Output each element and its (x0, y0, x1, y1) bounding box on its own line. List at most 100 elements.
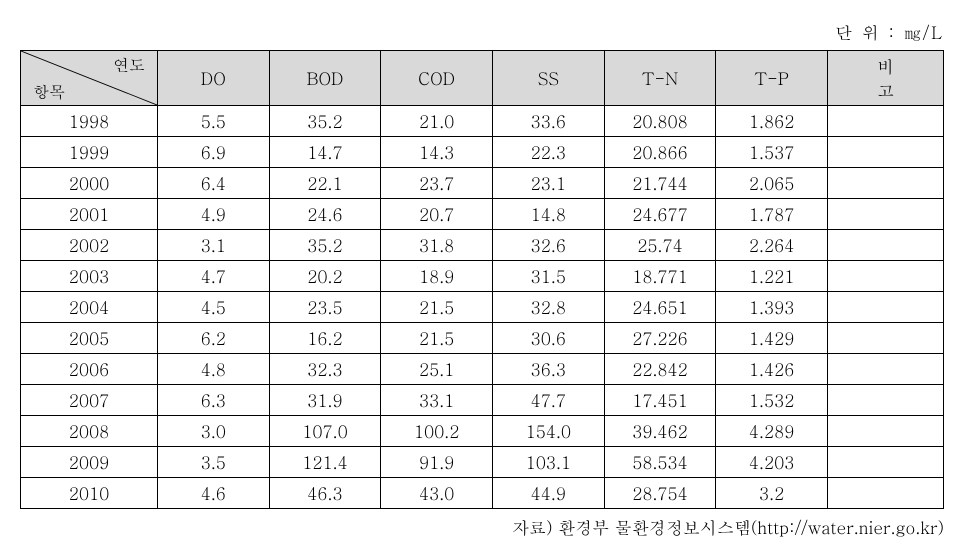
header-diagonal-cell: 연도 항목 (21, 51, 158, 106)
cell-value: 1.221 (716, 261, 828, 292)
cell-value: 32.3 (269, 354, 381, 385)
header-col-do: DO (157, 51, 269, 106)
cell-value: 24.6 (269, 199, 381, 230)
table-body: 19985.535.221.033.620.8081.86219996.914.… (21, 106, 944, 509)
cell-value: 35.2 (269, 106, 381, 137)
table-row: 20093.5121.491.9103.158.5344.203 (21, 447, 944, 478)
cell-value: 23.7 (381, 168, 493, 199)
cell-value: 25.74 (604, 230, 716, 261)
cell-note (828, 137, 944, 168)
cell-value: 2.065 (716, 168, 828, 199)
cell-year: 2005 (21, 323, 158, 354)
header-col-bod: BOD (269, 51, 381, 106)
cell-value: 28.754 (604, 478, 716, 509)
cell-note (828, 478, 944, 509)
cell-year: 2008 (21, 416, 158, 447)
table-row: 19985.535.221.033.620.8081.862 (21, 106, 944, 137)
cell-value: 107.0 (269, 416, 381, 447)
cell-value: 3.5 (157, 447, 269, 478)
header-col-note: 비고 (828, 51, 944, 106)
cell-value: 33.1 (381, 385, 493, 416)
cell-value: 16.2 (269, 323, 381, 354)
cell-value: 35.2 (269, 230, 381, 261)
unit-label: 단 위 : ㎎/L (20, 20, 944, 44)
cell-value: 91.9 (381, 447, 493, 478)
cell-value: 20.808 (604, 106, 716, 137)
cell-value: 1.532 (716, 385, 828, 416)
cell-value: 103.1 (492, 447, 604, 478)
cell-value: 3.0 (157, 416, 269, 447)
cell-value: 14.8 (492, 199, 604, 230)
cell-value: 18.9 (381, 261, 493, 292)
cell-value: 14.7 (269, 137, 381, 168)
cell-value: 32.8 (492, 292, 604, 323)
cell-year: 2009 (21, 447, 158, 478)
cell-year: 2002 (21, 230, 158, 261)
cell-value: 6.4 (157, 168, 269, 199)
header-col-tp: T-P (716, 51, 828, 106)
cell-year: 2007 (21, 385, 158, 416)
cell-year: 2004 (21, 292, 158, 323)
table-row: 20083.0107.0100.2154.039.4624.289 (21, 416, 944, 447)
cell-note (828, 199, 944, 230)
table-row: 20076.331.933.147.717.4511.532 (21, 385, 944, 416)
cell-value: 4.203 (716, 447, 828, 478)
cell-value: 121.4 (269, 447, 381, 478)
cell-value: 1.862 (716, 106, 828, 137)
cell-value: 154.0 (492, 416, 604, 447)
cell-value: 32.6 (492, 230, 604, 261)
header-col-cod: COD (381, 51, 493, 106)
header-diag-top: 연도 (113, 53, 145, 76)
cell-value: 22.842 (604, 354, 716, 385)
cell-value: 24.677 (604, 199, 716, 230)
cell-year: 2003 (21, 261, 158, 292)
table-row: 20006.422.123.723.121.7442.065 (21, 168, 944, 199)
cell-value: 23.5 (269, 292, 381, 323)
cell-value: 23.1 (492, 168, 604, 199)
cell-value: 1.426 (716, 354, 828, 385)
water-quality-table: 연도 항목 DO BOD COD SS T-N T-P 비고 19985.535… (20, 50, 944, 509)
source-citation: 자료) 환경부 물환경정보시스템(http://water.nier.go.kr… (20, 515, 944, 539)
cell-value: 4.7 (157, 261, 269, 292)
cell-year: 1998 (21, 106, 158, 137)
table-row: 20056.216.221.530.627.2261.429 (21, 323, 944, 354)
cell-year: 2010 (21, 478, 158, 509)
cell-value: 1.393 (716, 292, 828, 323)
cell-value: 31.5 (492, 261, 604, 292)
cell-value: 20.7 (381, 199, 493, 230)
header-col-ss: SS (492, 51, 604, 106)
cell-note (828, 230, 944, 261)
cell-note (828, 106, 944, 137)
table-row: 20023.135.231.832.625.742.264 (21, 230, 944, 261)
cell-value: 1.429 (716, 323, 828, 354)
cell-value: 39.462 (604, 416, 716, 447)
cell-value: 3.1 (157, 230, 269, 261)
cell-value: 20.2 (269, 261, 381, 292)
table-row: 20064.832.325.136.322.8421.426 (21, 354, 944, 385)
table-row: 19996.914.714.322.320.8661.537 (21, 137, 944, 168)
cell-value: 1.787 (716, 199, 828, 230)
table-row: 20044.523.521.532.824.6511.393 (21, 292, 944, 323)
cell-value: 4.9 (157, 199, 269, 230)
table-header-row: 연도 항목 DO BOD COD SS T-N T-P 비고 (21, 51, 944, 106)
cell-value: 20.866 (604, 137, 716, 168)
cell-value: 25.1 (381, 354, 493, 385)
table-row: 20034.720.218.931.518.7711.221 (21, 261, 944, 292)
cell-value: 33.6 (492, 106, 604, 137)
cell-value: 100.2 (381, 416, 493, 447)
cell-note (828, 447, 944, 478)
cell-value: 44.9 (492, 478, 604, 509)
cell-value: 5.5 (157, 106, 269, 137)
cell-value: 31.8 (381, 230, 493, 261)
cell-year: 1999 (21, 137, 158, 168)
header-diag-bottom: 항목 (33, 80, 65, 103)
cell-value: 24.651 (604, 292, 716, 323)
cell-year: 2006 (21, 354, 158, 385)
cell-value: 36.3 (492, 354, 604, 385)
cell-value: 2.264 (716, 230, 828, 261)
cell-value: 6.2 (157, 323, 269, 354)
cell-note (828, 416, 944, 447)
cell-value: 14.3 (381, 137, 493, 168)
cell-value: 21.0 (381, 106, 493, 137)
table-row: 20104.646.343.044.928.7543.2 (21, 478, 944, 509)
